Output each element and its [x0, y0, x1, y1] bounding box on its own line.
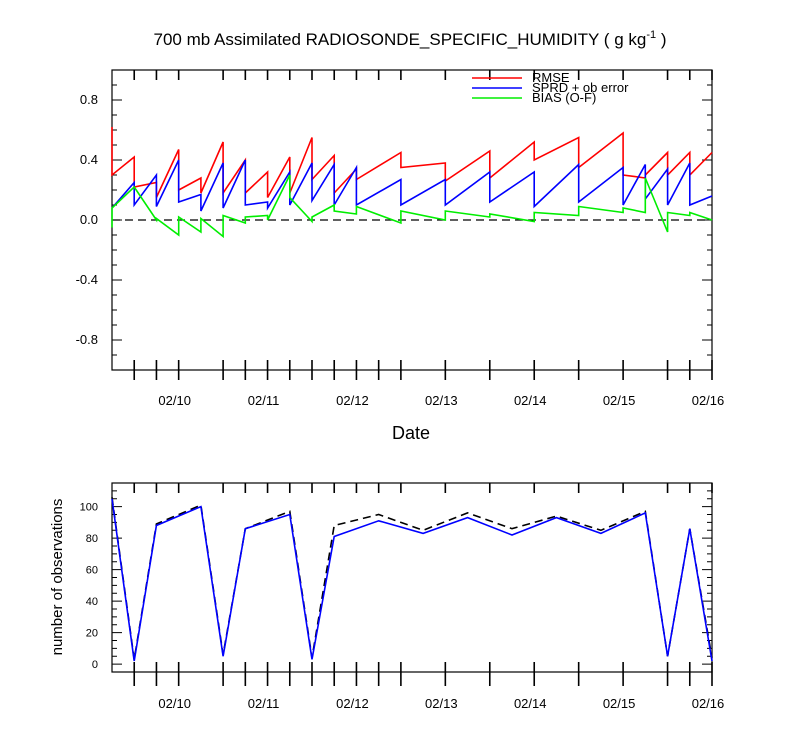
x-tick-label: 02/15: [603, 393, 636, 408]
bottom-plot: 02/10 02/11 02/12 02/13 02/14 02/15 02/16 100 80…: [80, 482, 725, 711]
legend-label: SPRD + ob error: [532, 80, 629, 95]
x-tick-label: 02/11: [248, 696, 280, 711]
series-line-sprd-ob-error: [111, 159, 713, 212]
series-line-rmse: [111, 127, 713, 198]
y-tick-label: 0.4: [80, 152, 98, 167]
series-line-bias-o-f: [111, 174, 713, 239]
x-axis-label: Date: [392, 423, 430, 443]
x-tick-label: 02/16: [692, 696, 725, 711]
y-tick-label: 0: [92, 659, 98, 671]
x-tick-label: 02/12: [336, 393, 369, 408]
y-tick-label: 20: [86, 628, 98, 640]
x-tick-label: 02/14: [514, 393, 547, 408]
y-tick-label: 60: [86, 565, 98, 577]
y-tick-label: 100: [80, 502, 98, 514]
y-tick-label: 0.8: [80, 92, 98, 107]
series-line-possible: [111, 497, 713, 660]
x-tick-label: 02/12: [336, 696, 369, 711]
x-tick-label: 02/16: [692, 393, 725, 408]
y-tick-label: 0.0: [80, 212, 98, 227]
y-tick-label: 40: [86, 596, 98, 608]
y-tick-label: -0.8: [76, 332, 98, 347]
x-tick-label: 02/14: [514, 696, 547, 711]
y-axis-label-observations: number of observations: [49, 499, 66, 656]
legend-label: BIAS (O-F): [532, 90, 596, 105]
y-tick-label: -0.4: [76, 272, 98, 287]
x-tick-label: 02/10: [158, 696, 191, 711]
series-line-assimilated: [111, 498, 713, 662]
x-tick-label: 02/13: [425, 696, 458, 711]
chart-title: 700 mb Assimilated RADIOSONDE_SPECIFIC_H…: [154, 29, 667, 49]
x-tick-label: 02/13: [425, 393, 458, 408]
y-tick-label: 80: [86, 533, 98, 545]
x-tick-label: 02/11: [248, 393, 280, 408]
x-tick-label: 02/15: [603, 696, 636, 711]
top-plot: 02/10 02/11 02/12 02/13 02/14 02/15 02/16 0.8 0.…: [76, 69, 725, 408]
legend-label: RMSE: [532, 70, 570, 85]
x-tick-label: 02/10: [158, 393, 191, 408]
